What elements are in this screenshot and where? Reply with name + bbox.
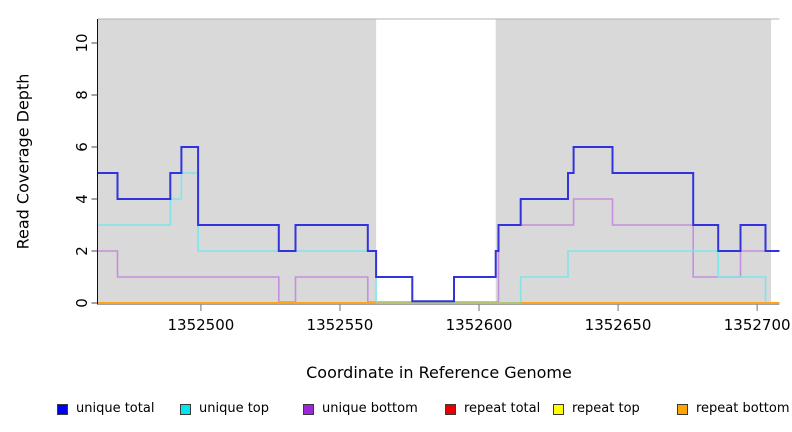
y-tick-label: 0: [73, 298, 91, 308]
series-line-unique-bottom: [98, 198, 780, 303]
x-axis-label: Coordinate in Reference Genome: [306, 363, 572, 382]
series-line-unique-total: [98, 146, 780, 303]
shaded-region: [495, 19, 772, 303]
y-tick-label: 8: [73, 90, 91, 100]
shaded-region: [98, 19, 377, 303]
x-tick-label: 1352700: [724, 316, 791, 334]
y-tick-label: 10: [73, 33, 91, 52]
x-tick-label: 1352600: [446, 316, 513, 334]
x-tick-label: 1352550: [307, 316, 374, 334]
y-tick-label: 6: [73, 142, 91, 152]
x-tick-label: 1352650: [585, 316, 652, 334]
x-tick-label: 1352500: [167, 316, 234, 334]
y-tick-label: 2: [73, 246, 91, 256]
y-tick-label: 4: [73, 194, 91, 204]
y-axis-label: Read Coverage Depth: [13, 73, 33, 250]
